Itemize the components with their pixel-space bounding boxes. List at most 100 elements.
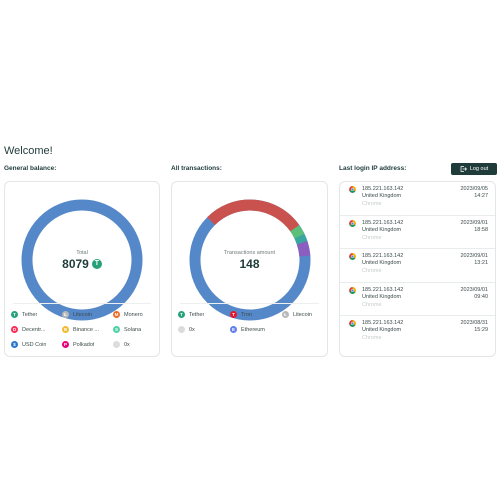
coin-icon: E: [230, 326, 237, 333]
login-country: United Kingdom: [362, 226, 402, 233]
login-time: 13:21: [474, 260, 488, 266]
login-ip: 185.221.163.142: [362, 186, 404, 192]
legend-label: Ethereum: [241, 326, 265, 333]
chrome-icon: [349, 219, 356, 227]
login-time: 09:40: [474, 293, 488, 300]
coin-icon: T: [11, 311, 18, 318]
login-time: 14:27: [474, 193, 488, 199]
chrome-icon: [349, 186, 356, 193]
login-date: 2023/09/05: [460, 186, 488, 192]
coin-icon: M: [113, 311, 120, 318]
legend-label: USD Coin: [22, 341, 47, 348]
coin-icon: $: [11, 341, 18, 348]
login-ip: 185.221.163.142: [362, 286, 404, 293]
balance-donut-chart: Total 8079 T: [20, 198, 144, 322]
login-browser: Chrome: [362, 268, 382, 274]
coin-icon: [178, 326, 185, 333]
legend-item: T Tron: [230, 311, 282, 318]
legend-item: B Binance ...: [62, 326, 113, 333]
legend-label: Litecoin: [293, 311, 312, 318]
legend-item: 0x: [178, 326, 230, 333]
legend-item: 0x: [113, 341, 163, 348]
transactions-segment-purple: [296, 241, 310, 257]
login-date: 2023/09/01: [460, 253, 488, 259]
transactions-center-label: Transactions amount: [223, 249, 276, 256]
legend-item: T Tether: [11, 311, 62, 318]
legend-item: M Monero: [113, 311, 163, 318]
coin-icon: [113, 341, 120, 348]
balance-center-label: Total: [76, 249, 88, 256]
login-row: 185.221.163.142 United Kingdom Chrome 2023/…: [340, 216, 495, 249]
logout-label: Log out: [469, 166, 489, 172]
login-browser: Chrome: [362, 201, 382, 207]
legend-label: Tether: [22, 311, 38, 318]
login-browser: Chrome: [362, 234, 382, 241]
login-datetime: 2023/09/05 14:27: [460, 186, 488, 200]
coin-icon: T: [230, 311, 237, 318]
coin-icon: P: [62, 341, 69, 348]
login-time: 18:58: [474, 226, 488, 233]
legend-label: Decentr...: [22, 326, 46, 333]
transactions-donut-chart: Transactions amount 148: [188, 198, 312, 322]
legend-label: Tron: [241, 311, 253, 318]
login-date: 2023/09/01: [460, 286, 488, 293]
transactions-legend: T Tether T Tron Ł Litecoin 0x E Ethereum: [178, 311, 323, 333]
logout-icon: [460, 166, 467, 172]
transactions-segment-teal: [293, 233, 307, 245]
login-date: 2023/09/01: [460, 219, 488, 226]
last-login-title: Last login IP address:: [339, 165, 407, 172]
balance-donut-ring: [21, 199, 143, 321]
general-balance-title: General balance:: [4, 165, 57, 172]
legend-item: S Solana: [113, 326, 163, 333]
coin-icon: Ł: [282, 311, 289, 318]
login-row: 185.221.163.142 United Kingdom Chrome 2023/…: [340, 249, 495, 283]
coin-icon: B: [62, 326, 69, 333]
legend-item: E Ethereum: [230, 326, 282, 333]
coin-icon: Ł: [62, 311, 69, 318]
legend-label: Binance ...: [73, 326, 99, 333]
login-country: United Kingdom: [362, 193, 402, 199]
login-country: United Kingdom: [362, 327, 402, 333]
general-balance-card: Total 8079 T T Tether Ł Litecoin M Monero D Dec…: [4, 181, 160, 357]
login-list: 185.221.163.142 United Kingdom Chrome 2023/…: [340, 182, 495, 350]
login-ip: 185.221.163.142: [362, 320, 404, 326]
logout-button[interactable]: Log out: [451, 163, 497, 175]
legend-item: P Polkadot: [62, 341, 113, 348]
login-row: 185.221.163.142 United Kingdom Chrome 2023/…: [340, 283, 495, 316]
chrome-icon: [349, 286, 356, 294]
transactions-divider: [180, 303, 319, 304]
login-row: 185.221.163.142 United Kingdom Chrome 2023/…: [340, 316, 495, 350]
chrome-icon: [349, 253, 356, 260]
transactions-amount-value: 148: [239, 256, 260, 271]
balance-divider: [13, 303, 151, 304]
legend-item: D Decentr...: [11, 326, 62, 333]
login-browser: Chrome: [362, 335, 382, 341]
login-country: United Kingdom: [362, 293, 402, 300]
balance-legend: T Tether Ł Litecoin M Monero D Decentr... B Binan…: [11, 311, 155, 348]
balance-total-value: 8079 T: [62, 257, 102, 271]
tether-icon: T: [91, 258, 102, 269]
coin-icon: S: [113, 326, 120, 333]
legend-label: Polkadot: [73, 341, 95, 348]
legend-label: 0x: [189, 326, 195, 333]
login-browser: Chrome: [362, 301, 382, 308]
transactions-segment-green: [289, 225, 304, 239]
login-row: 185.221.163.142 United Kingdom Chrome 2023/…: [340, 182, 495, 216]
transactions-segment-red: [206, 199, 299, 232]
login-time: 15:29: [474, 327, 488, 333]
legend-item: T Tether: [178, 311, 230, 318]
login-date: 2023/08/31: [460, 320, 488, 326]
login-datetime: 2023/09/01 09:40: [460, 287, 488, 301]
login-datetime: 2023/08/31 15:29: [460, 320, 488, 334]
legend-label: 0x: [124, 341, 130, 348]
legend-label: Litecoin: [73, 311, 92, 318]
legend-item: Ł Litecoin: [282, 311, 330, 318]
balance-total-amount: 8079: [62, 256, 89, 271]
coin-icon: D: [11, 326, 18, 333]
coin-icon: T: [178, 311, 185, 318]
chrome-icon: [349, 320, 356, 327]
login-datetime: 2023/09/01 13:21: [460, 253, 488, 267]
login-ip: 185.221.163.142: [362, 253, 404, 259]
login-ip: 185.221.163.142: [362, 219, 404, 226]
all-transactions-card: Transactions amount 148 T Tether T Tron Ł Lit…: [171, 181, 328, 357]
